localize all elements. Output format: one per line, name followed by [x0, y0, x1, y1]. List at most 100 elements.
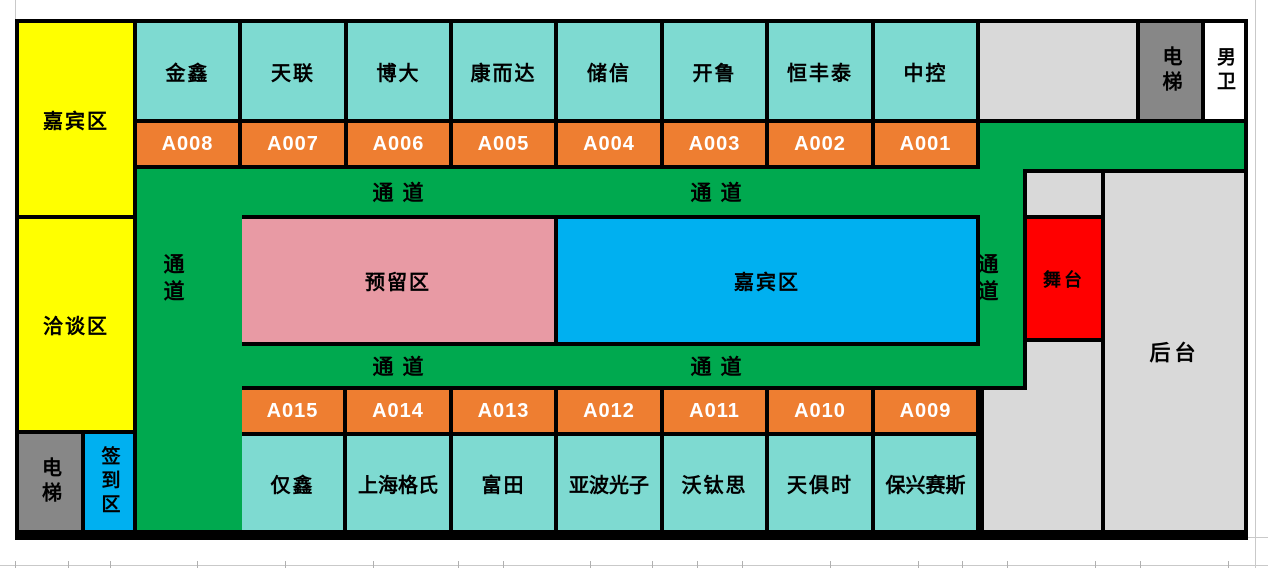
booth-company-cell: 储信: [558, 23, 660, 119]
booth-id-cell: A007: [242, 123, 344, 165]
booth-id: A007: [267, 132, 319, 155]
booth-company-cell: 保兴赛斯: [875, 436, 976, 530]
excel-column-tick: [590, 561, 591, 568]
excel-column-tick: [1007, 561, 1008, 568]
aisle-label-text: 通道: [975, 253, 998, 307]
booth-company-cell: 天俱时: [769, 436, 871, 530]
booth-id-cell: A002: [769, 123, 871, 165]
zone-negotiation-area: 洽谈区: [19, 219, 133, 430]
booth-id-cell: A009: [875, 390, 976, 432]
booth-id: A006: [372, 132, 425, 155]
booth-id-cell: A015: [242, 390, 343, 432]
booth-company-cell: 上海格氏: [347, 436, 449, 530]
company-name: 富田: [481, 474, 526, 497]
company-name: 天联: [271, 62, 315, 85]
excel-gridline-bottom: [0, 565, 1268, 566]
booth-id-cell: A005: [453, 123, 554, 165]
booth-id-cell: A010: [769, 390, 871, 432]
zone-signin-area: 签到区: [85, 434, 133, 530]
excel-column-tick: [1095, 561, 1096, 568]
booth-id-cell: A008: [137, 123, 238, 165]
booth-company-cell: 仅鑫: [242, 436, 343, 530]
booth-id-cell: A006: [348, 123, 449, 165]
excel-column-tick: [15, 561, 16, 568]
zone-guest-area-left: 嘉宾区: [19, 23, 133, 215]
zone-elevator-top-right: 电梯: [1140, 23, 1201, 119]
booth-id: A008: [161, 132, 214, 155]
aisle-label-bottom-1: 通道: [372, 356, 433, 379]
booth-company-cell: 中控: [875, 23, 976, 119]
booth-id: A001: [899, 132, 952, 155]
excel-column-tick: [458, 561, 459, 568]
booth-id: A009: [899, 399, 952, 422]
zone-mens-restroom: 男卫: [1205, 23, 1244, 119]
company-name: 储信: [587, 62, 631, 85]
zone-elevator-bottom-left: 电梯: [19, 434, 81, 530]
company-name: 天俱时: [787, 474, 853, 497]
zone-label: 电梯: [1159, 46, 1181, 96]
excel-column-tick: [373, 561, 374, 568]
excel-column-tick: [1140, 561, 1141, 568]
aisle-label-left: 通道: [157, 253, 217, 307]
excel-column-tick: [68, 561, 69, 568]
booth-company-cell: 天联: [242, 23, 344, 119]
company-name: 仅鑫: [270, 474, 315, 497]
zone-label: 舞台: [1043, 269, 1085, 290]
booth-id: A004: [583, 132, 635, 155]
aisle-left-corridor: [137, 169, 242, 530]
booth-id-cell: A003: [664, 123, 765, 165]
booth-company-cell: 博大: [348, 23, 449, 119]
booth-id-cell: A001: [875, 123, 976, 165]
excel-column-tick: [962, 561, 963, 568]
booth-id: A015: [266, 399, 319, 422]
booth-id: A005: [477, 132, 530, 155]
excel-column-tick: [110, 561, 111, 568]
booth-id: A014: [372, 399, 424, 422]
company-name: 恒丰泰: [787, 62, 853, 85]
zone-label: 后台: [1149, 341, 1200, 365]
booth-company-cell: 沃钛思: [664, 436, 765, 530]
excel-column-tick: [503, 561, 504, 568]
aisle-right-corridor: [980, 123, 1023, 386]
excel-column-tick: [1228, 561, 1229, 568]
company-name: 保兴赛斯: [885, 474, 966, 497]
booth-company-cell: 开鲁: [664, 23, 765, 119]
excel-gridline-left: [15, 0, 16, 19]
zone-label: 电梯: [38, 457, 61, 507]
aisle-label-text: 通道: [161, 253, 184, 307]
aisle-top-right-band: [1023, 123, 1244, 169]
zone-label: 嘉宾区: [734, 272, 800, 294]
excel-column-tick: [742, 561, 743, 568]
booth-company-cell: 富田: [453, 436, 554, 530]
booth-id: A013: [477, 399, 530, 422]
company-name: 开鲁: [692, 62, 737, 85]
aisle-label-bottom-2: 通道: [690, 356, 751, 379]
stage-side-lower-area: [984, 390, 1027, 530]
booth-company-cell: 亚波光子: [558, 436, 660, 530]
aisle-label-top-2: 通道: [690, 182, 751, 205]
company-name: 康而达: [470, 62, 537, 85]
zone-label: 预留区: [365, 272, 431, 294]
excel-gridline-row: [1248, 537, 1268, 538]
booth-company-cell: 康而达: [453, 23, 554, 119]
excel-column-tick: [830, 561, 831, 568]
booth-id-cell: A013: [453, 390, 554, 432]
company-name: 金鑫: [165, 62, 210, 85]
excel-column-tick: [652, 561, 653, 568]
company-name: 沃钛思: [681, 474, 748, 497]
booth-id: A003: [688, 132, 741, 155]
booth-id-cell: A014: [347, 390, 449, 432]
booth-id-cell: A004: [558, 123, 660, 165]
aisle-label-top-1: 通道: [372, 182, 433, 205]
excel-column-tick: [918, 561, 919, 568]
excel-column-tick: [697, 561, 698, 568]
zone-guest-area-center: 嘉宾区: [558, 219, 976, 342]
aisle-bottom-band: [238, 346, 1023, 386]
exhibition-floorplan: 嘉宾区 洽谈区 电梯 签到区 金鑫 天联 博大 康而达 储信 开鲁 恒丰泰 中控…: [15, 19, 1248, 540]
booth-id: A002: [794, 132, 846, 155]
excel-column-tick: [197, 561, 198, 568]
company-name: 上海格氏: [358, 474, 438, 497]
booth-id-cell: A011: [664, 390, 765, 432]
stage-rear-area: [1027, 342, 1101, 530]
